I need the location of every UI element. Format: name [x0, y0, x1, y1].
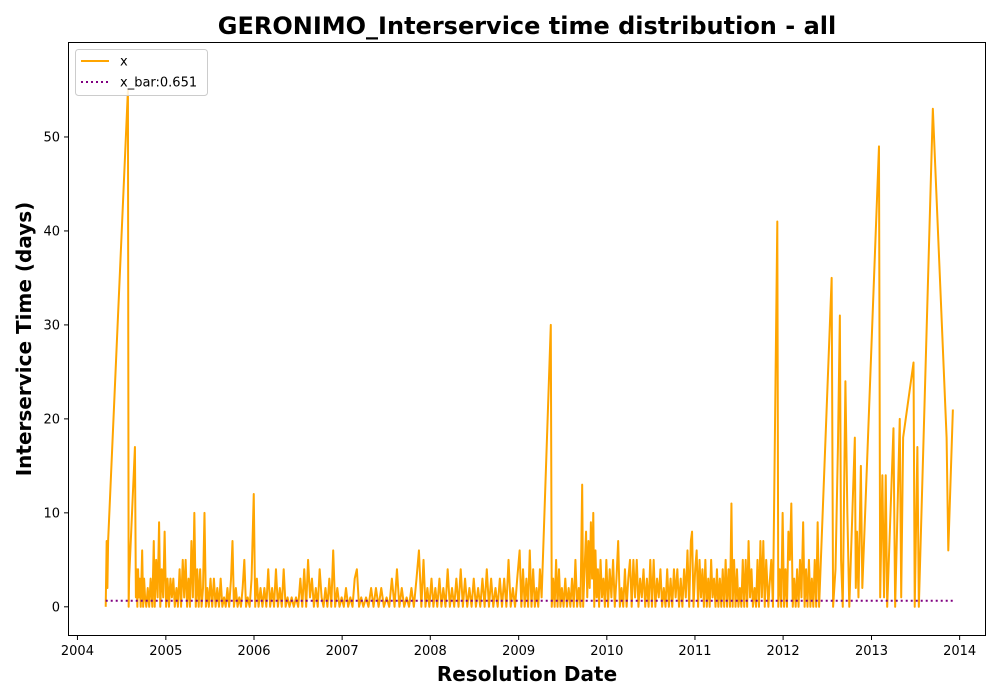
x-tick-label: 2007 — [326, 644, 359, 659]
x-axis-label: Resolution Date — [437, 662, 617, 686]
y-tick-label: 40 — [43, 224, 60, 239]
x-tick-label: 2005 — [149, 644, 182, 659]
legend-label: x — [120, 55, 128, 70]
x-tick-label: 2009 — [502, 644, 535, 659]
y-axis-label: Interservice Time (days) — [12, 202, 36, 477]
x-tick-label: 2010 — [590, 644, 623, 659]
y-tick-label: 30 — [43, 318, 60, 333]
y-axis: 0 10 20 30 40 50 — [43, 130, 69, 615]
x-tick-label: 2008 — [414, 644, 447, 659]
x-tick-label: 2004 — [61, 644, 94, 659]
y-tick-label: 10 — [43, 506, 60, 521]
x-tick-label: 2014 — [943, 644, 976, 659]
x-tick-label: 2013 — [855, 644, 888, 659]
legend-label: x_bar:0.651 — [120, 76, 197, 91]
legend: x x_bar:0.651 — [75, 49, 208, 96]
x-axis: 2004 2005 2006 2007 2008 2009 2010 2011 2012 2013… — [61, 635, 976, 659]
chart-title: GERONIMO_Interservice time distribution … — [218, 12, 836, 40]
plot-area — [104, 88, 954, 608]
x-tick-label: 2011 — [678, 644, 711, 659]
y-tick-label: 50 — [43, 130, 60, 145]
y-tick-label: 20 — [43, 412, 60, 427]
plot-frame — [68, 42, 986, 636]
x-tick-label: 2006 — [237, 644, 270, 659]
y-tick-label: 0 — [52, 600, 60, 615]
series-line-x — [104, 88, 954, 608]
x-tick-label: 2012 — [767, 644, 800, 659]
